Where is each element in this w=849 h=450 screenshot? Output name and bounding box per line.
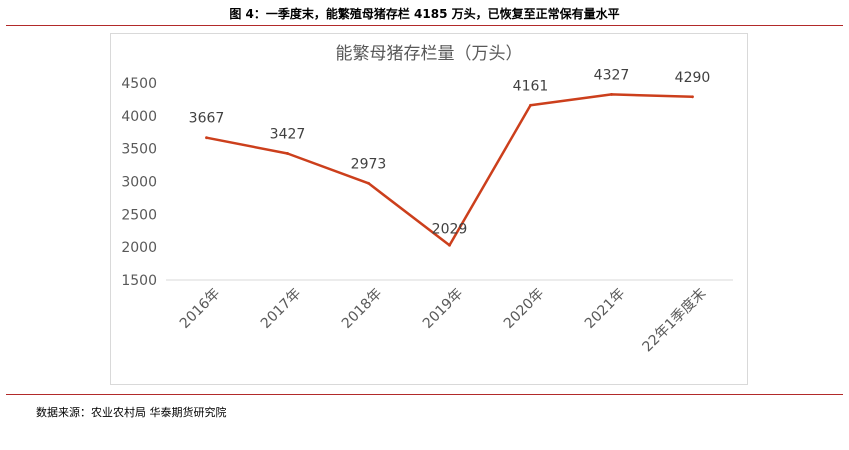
data-point — [448, 243, 451, 247]
data-point — [205, 136, 208, 140]
y-tick-label: 3000 — [121, 175, 157, 191]
top-divider — [6, 25, 843, 26]
y-tick-label: 1500 — [121, 273, 157, 289]
y-tick-label: 3500 — [121, 142, 157, 158]
source-note: 数据来源：农业农村局 华泰期货研究院 — [36, 406, 227, 419]
data-label: 2029 — [432, 221, 468, 237]
x-tick-label: 2021年 — [582, 286, 628, 332]
y-axis-ticks: 1500 2000 2500 3000 3500 4000 4500 — [121, 76, 157, 289]
x-tick-label: 2019年 — [420, 286, 466, 332]
data-point — [610, 92, 613, 96]
chart-title: 能繁母猪存栏量（万头） — [336, 44, 523, 64]
chart-container: 能繁母猪存栏量（万头） 1500 2000 2500 3000 3500 4000 4500… — [110, 33, 748, 385]
data-point — [286, 152, 289, 155]
y-tick-label: 4500 — [121, 76, 157, 92]
y-tick-label: 4000 — [121, 109, 157, 125]
series-group — [205, 92, 694, 247]
x-tick-label: 2018年 — [339, 286, 385, 332]
data-label: 2973 — [351, 156, 387, 172]
y-tick-label: 2500 — [121, 207, 157, 223]
y-tick-label: 2000 — [121, 240, 157, 256]
data-label: 3427 — [270, 126, 306, 142]
x-axis-ticks: 2016年 2017年 2018年 2019年 2020年 2021年 22年1季度末 — [177, 286, 709, 356]
data-label: 4290 — [675, 70, 711, 86]
line-chart: 能繁母猪存栏量（万头） 1500 2000 2500 3000 3500 4000 4500… — [121, 44, 733, 356]
x-tick-label: 2017年 — [258, 286, 304, 332]
data-label: 3667 — [189, 111, 225, 127]
data-point — [367, 181, 370, 185]
bottom-divider — [6, 394, 843, 395]
x-tick-label: 2016年 — [177, 286, 223, 332]
x-tick-label: 22年1季度末 — [640, 286, 710, 356]
x-tick-label: 2020年 — [501, 286, 547, 332]
data-labels: 3667 3427 2973 2029 4161 4327 4290 — [189, 67, 711, 237]
figure-title: 图 4：一季度末，能繁殖母猪存栏 4185 万头，已恢复至正常保有量水平 — [229, 7, 620, 21]
data-point — [691, 95, 694, 99]
data-label: 4161 — [513, 78, 549, 94]
data-label: 4327 — [594, 67, 630, 83]
data-point — [529, 103, 532, 107]
